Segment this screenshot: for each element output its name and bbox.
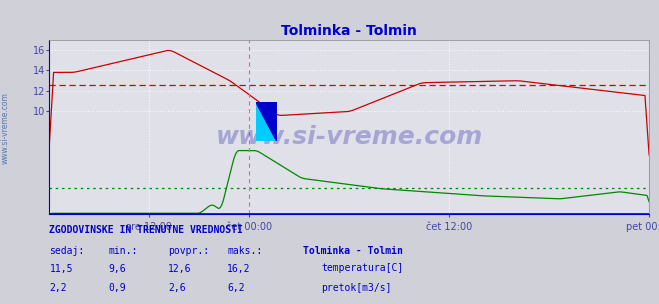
Text: sedaj:: sedaj: — [49, 246, 84, 256]
Text: 11,5: 11,5 — [49, 264, 73, 274]
Text: 0,9: 0,9 — [109, 283, 127, 293]
Text: www.si-vreme.com: www.si-vreme.com — [1, 92, 10, 164]
Text: min.:: min.: — [109, 246, 138, 256]
Text: 2,2: 2,2 — [49, 283, 67, 293]
Text: temperatura[C]: temperatura[C] — [322, 264, 404, 274]
Text: 16,2: 16,2 — [227, 264, 251, 274]
Text: 6,2: 6,2 — [227, 283, 245, 293]
Polygon shape — [256, 102, 277, 141]
Text: 2,6: 2,6 — [168, 283, 186, 293]
Text: Tolminka - Tolmin: Tolminka - Tolmin — [303, 246, 403, 256]
Text: povpr.:: povpr.: — [168, 246, 209, 256]
Text: www.si-vreme.com: www.si-vreme.com — [215, 126, 483, 149]
Title: Tolminka - Tolmin: Tolminka - Tolmin — [281, 24, 417, 38]
Text: pretok[m3/s]: pretok[m3/s] — [322, 283, 392, 293]
Polygon shape — [256, 102, 277, 141]
Text: maks.:: maks.: — [227, 246, 262, 256]
Text: ZGODOVINSKE IN TRENUTNE VREDNOSTI: ZGODOVINSKE IN TRENUTNE VREDNOSTI — [49, 225, 243, 235]
Text: 12,6: 12,6 — [168, 264, 192, 274]
Text: 9,6: 9,6 — [109, 264, 127, 274]
